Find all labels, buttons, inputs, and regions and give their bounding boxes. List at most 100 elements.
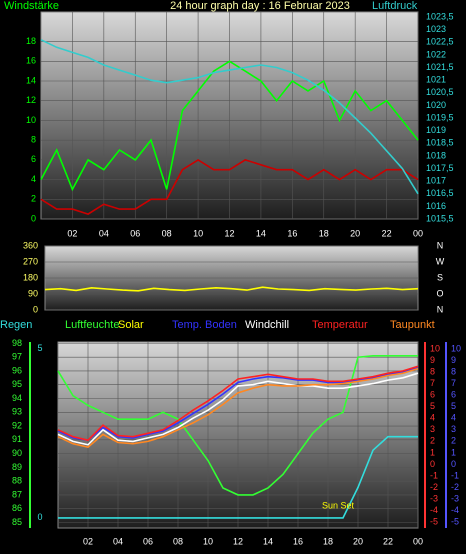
- y-tick-label: 0: [451, 459, 456, 469]
- y-tick-label: 2: [451, 436, 456, 446]
- x-tick-label: 00: [413, 536, 423, 546]
- y-tick-label: 1020,5: [426, 87, 454, 97]
- x-tick-label: 14: [263, 536, 273, 546]
- y-tick-label: 98: [12, 338, 22, 348]
- legend-label: Luftfeuchte: [65, 319, 119, 331]
- x-tick-label: 16: [293, 536, 303, 546]
- series-line: [58, 435, 418, 519]
- series-line: [57, 372, 419, 446]
- y-tick-label: 360: [23, 240, 38, 250]
- series-line: [57, 366, 419, 442]
- x-tick-label: 22: [382, 228, 392, 238]
- y-tick-label: 1023,5: [426, 11, 454, 21]
- y-tick-label: 180: [23, 272, 38, 282]
- series-line: [40, 158, 419, 215]
- y-tick-label: 1: [430, 447, 435, 457]
- x-tick-label: 12: [224, 228, 234, 238]
- y-tick-label: 1022: [426, 49, 446, 59]
- x-tick-label: 02: [67, 228, 77, 238]
- y-tick-label: N: [437, 304, 444, 314]
- x-tick-label: 04: [99, 228, 109, 238]
- y-tick-label: 2: [31, 194, 36, 204]
- y-tick-label: 10: [430, 343, 440, 353]
- annotation: Solar: [118, 319, 144, 331]
- y-tick-label: -3: [451, 493, 459, 503]
- y-tick-label: 91: [12, 434, 22, 444]
- y-tick-label: -3: [430, 493, 438, 503]
- x-tick-label: 20: [353, 536, 363, 546]
- y-tick-label: -1: [451, 470, 459, 480]
- y-tick-label: 1021: [426, 75, 446, 85]
- y-tick-label: 9: [451, 355, 456, 365]
- y-tick-label: 88: [12, 476, 22, 486]
- y-tick-label: -4: [430, 505, 438, 515]
- series-line: [40, 39, 419, 195]
- y-tick-label: 1020: [426, 100, 446, 110]
- y-tick-label: 5: [430, 401, 435, 411]
- y-tick-label: W: [436, 256, 445, 266]
- y-tick-label: 1017: [426, 176, 446, 186]
- y-tick-label: 89: [12, 462, 22, 472]
- legend-label: Temperatur: [312, 319, 368, 331]
- legend-label: Regen: [0, 319, 32, 331]
- y-tick-label: 18: [26, 36, 36, 46]
- y-tick-label: 3: [451, 424, 456, 434]
- legend-label: Windstärke: [4, 0, 59, 12]
- y-tick-label: S: [437, 272, 443, 282]
- y-tick-label: 1022,5: [426, 37, 454, 47]
- series-line: [57, 365, 419, 442]
- y-tick-label: O: [436, 288, 443, 298]
- y-tick-label: 16: [26, 56, 36, 66]
- legend-label: Windchill: [245, 319, 289, 331]
- series-line: [40, 60, 419, 192]
- chart-title: 24 hour graph day : 16 Februar 2023: [170, 0, 350, 12]
- y-tick-label: 1016,5: [426, 188, 454, 198]
- y-tick-label: -5: [430, 517, 438, 527]
- x-tick-label: 06: [130, 228, 140, 238]
- y-tick-label: 96: [12, 365, 22, 375]
- x-tick-label: 08: [162, 228, 172, 238]
- y-tick-label: 8: [451, 366, 456, 376]
- x-tick-label: 12: [233, 536, 243, 546]
- x-tick-label: 10: [193, 228, 203, 238]
- y-tick-label: 6: [31, 154, 36, 164]
- y-tick-label: 90: [12, 448, 22, 458]
- y-tick-label: 1: [451, 447, 456, 457]
- y-tick-label: 1023: [426, 24, 446, 34]
- y-tick-label: 1018: [426, 150, 446, 160]
- y-tick-label: 0: [31, 213, 36, 223]
- y-tick-label: 97: [12, 352, 22, 362]
- y-tick-label: 1021,5: [426, 62, 454, 72]
- y-tick-label: -2: [430, 482, 438, 492]
- y-tick-label: 85: [12, 517, 22, 527]
- series-line: [57, 354, 418, 496]
- y-tick-label: 86: [12, 503, 22, 513]
- legend-label: Taupunkt: [390, 319, 435, 331]
- y-tick-label: 10: [26, 115, 36, 125]
- y-tick-label: 87: [12, 489, 22, 499]
- y-tick-label: 1019: [426, 125, 446, 135]
- y-tick-label: 8: [31, 135, 36, 145]
- y-tick-label: 0: [37, 512, 42, 522]
- y-tick-label: 1019,5: [426, 112, 454, 122]
- y-tick-label: 4: [451, 413, 456, 423]
- y-tick-label: 95: [12, 379, 22, 389]
- y-tick-label: 92: [12, 420, 22, 430]
- x-tick-label: 08: [173, 536, 183, 546]
- y-tick-label: 4: [430, 413, 435, 423]
- y-tick-label: 6: [451, 390, 456, 400]
- series-line: [44, 286, 419, 292]
- series-line: [57, 367, 419, 448]
- y-tick-label: 0: [33, 304, 38, 314]
- y-tick-label: 4: [31, 174, 36, 184]
- y-tick-label: 10: [451, 343, 461, 353]
- x-tick-label: 04: [113, 536, 123, 546]
- y-tick-label: 7: [430, 378, 435, 388]
- y-tick-label: 6: [430, 390, 435, 400]
- y-tick-label: 1015,5: [426, 213, 454, 223]
- y-tick-label: 14: [26, 75, 36, 85]
- x-tick-label: 02: [83, 536, 93, 546]
- y-tick-label: 1016: [426, 201, 446, 211]
- legend-label: Luftdruck: [372, 0, 418, 12]
